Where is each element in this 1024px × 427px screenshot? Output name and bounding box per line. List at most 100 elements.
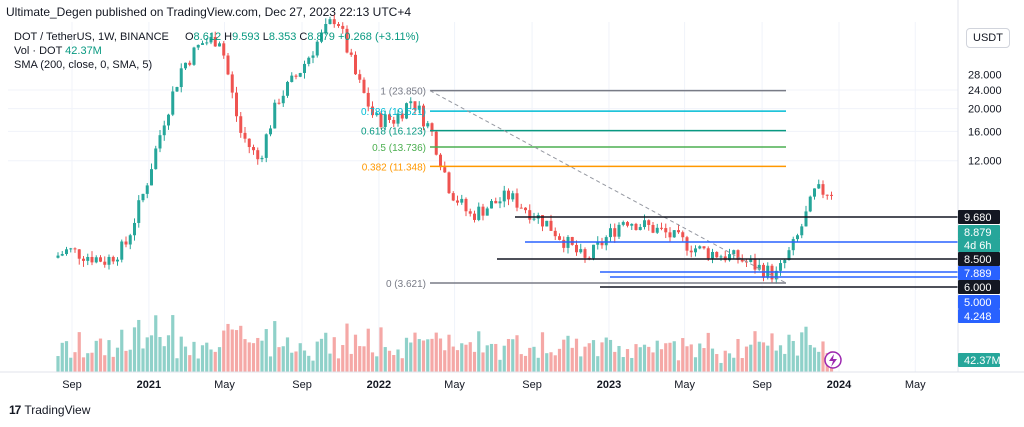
candle-body	[553, 230, 557, 237]
candle-body	[239, 116, 243, 133]
fib-level-label: 0.382 (11.348)	[362, 162, 426, 173]
candle-body	[460, 198, 464, 203]
candle-body	[498, 201, 502, 204]
candle-body	[150, 169, 153, 186]
volume-bar	[477, 331, 481, 372]
volume-bar	[149, 335, 154, 372]
candle-body	[307, 57, 311, 64]
volume-bar	[111, 356, 115, 372]
candle-body	[800, 226, 804, 236]
candle-body	[592, 244, 595, 259]
volume-bar	[362, 346, 366, 372]
volume-bar	[681, 338, 685, 372]
candle-body	[485, 208, 489, 216]
currency-button[interactable]: USDT	[966, 28, 1010, 48]
x-tick-label: May	[674, 379, 695, 391]
candle-body	[821, 184, 825, 195]
volume-bar	[651, 352, 655, 372]
candle-body	[383, 114, 387, 127]
candle-body	[371, 106, 374, 116]
high-value: 9.593	[232, 31, 260, 43]
candle-body	[490, 200, 493, 209]
volume-bar	[523, 355, 528, 372]
candle-body	[732, 250, 736, 255]
volume-bar	[426, 339, 430, 372]
candle-body	[128, 235, 132, 245]
volume-bar	[188, 355, 192, 372]
volume-bar	[638, 347, 642, 372]
volume-bar	[196, 358, 200, 372]
level-4248-badge-text: 4.248	[964, 311, 992, 323]
volume-bar	[73, 352, 77, 372]
volume-bar	[817, 351, 821, 372]
sma-label[interactable]: SMA (200, close, 0, SMA, 5)	[14, 59, 153, 71]
volume-bar	[417, 339, 421, 372]
candle-body	[813, 188, 816, 197]
volume-label[interactable]: Vol · DOT	[14, 45, 63, 57]
volume-bar	[353, 334, 358, 372]
volume-badge	[958, 353, 1000, 367]
volume-bar	[732, 357, 736, 372]
volume-bar	[515, 335, 519, 372]
candle-body	[341, 25, 345, 29]
volume-bar	[783, 353, 787, 372]
volume-bar	[200, 345, 205, 372]
volume-bar	[766, 345, 770, 372]
volume-bar	[579, 356, 583, 372]
volume-bar	[171, 315, 175, 372]
volume-bar	[468, 342, 472, 372]
candle-body	[222, 43, 226, 56]
candle-body	[451, 193, 455, 201]
volume-bar	[404, 337, 409, 372]
candle-body	[456, 200, 459, 203]
tradingview-brand[interactable]: 17 TradingView	[9, 403, 90, 417]
volume-bar	[166, 335, 171, 372]
candle-body	[621, 222, 625, 225]
volume-bar	[795, 355, 800, 372]
candle-body	[375, 113, 379, 116]
volume-bar	[451, 346, 455, 372]
candle-body	[264, 134, 268, 158]
volume-bar	[749, 344, 753, 372]
volume-bar	[387, 350, 392, 372]
symbol-title[interactable]: DOT / TetherUS, 1W, BINANCE	[14, 31, 169, 43]
volume-bar	[251, 343, 256, 372]
level-6000-badge-text: 6.000	[964, 282, 992, 294]
grid-lines	[8, 22, 958, 372]
candle-body	[77, 249, 81, 259]
candle-body	[107, 256, 111, 265]
candle-body	[409, 101, 413, 104]
volume-bar	[438, 338, 443, 372]
volume-bar	[277, 347, 281, 372]
volume-bar	[217, 347, 222, 372]
volume-value: 42.37M	[65, 45, 102, 57]
volume-bar	[591, 340, 596, 372]
volume-bar	[86, 353, 90, 372]
fib-level-label: 1 (23.850)	[380, 87, 426, 98]
volume-bar	[528, 347, 532, 372]
volume-bar	[332, 337, 336, 372]
candle-body	[519, 207, 523, 209]
candle-body	[349, 52, 353, 55]
candle-body	[133, 222, 136, 236]
volume-bar	[812, 347, 817, 372]
candle-body	[354, 54, 357, 75]
brand-name: TradingView	[24, 403, 91, 417]
level-6000-badge	[958, 280, 1000, 294]
volume-bar	[604, 337, 608, 372]
candle-body	[634, 223, 638, 230]
volume-bar	[141, 348, 145, 372]
candle-body	[86, 256, 90, 261]
candle-body	[749, 259, 753, 263]
candle-body	[69, 248, 73, 250]
volume-bar	[256, 337, 260, 372]
volume-bar	[557, 348, 562, 372]
fib-level-label: 0.5 (13.736)	[372, 143, 426, 154]
candle-body	[56, 255, 60, 258]
candle-body	[779, 263, 782, 271]
candle-body	[626, 222, 629, 226]
volume-bar	[761, 342, 766, 372]
volume-bar	[209, 349, 213, 372]
